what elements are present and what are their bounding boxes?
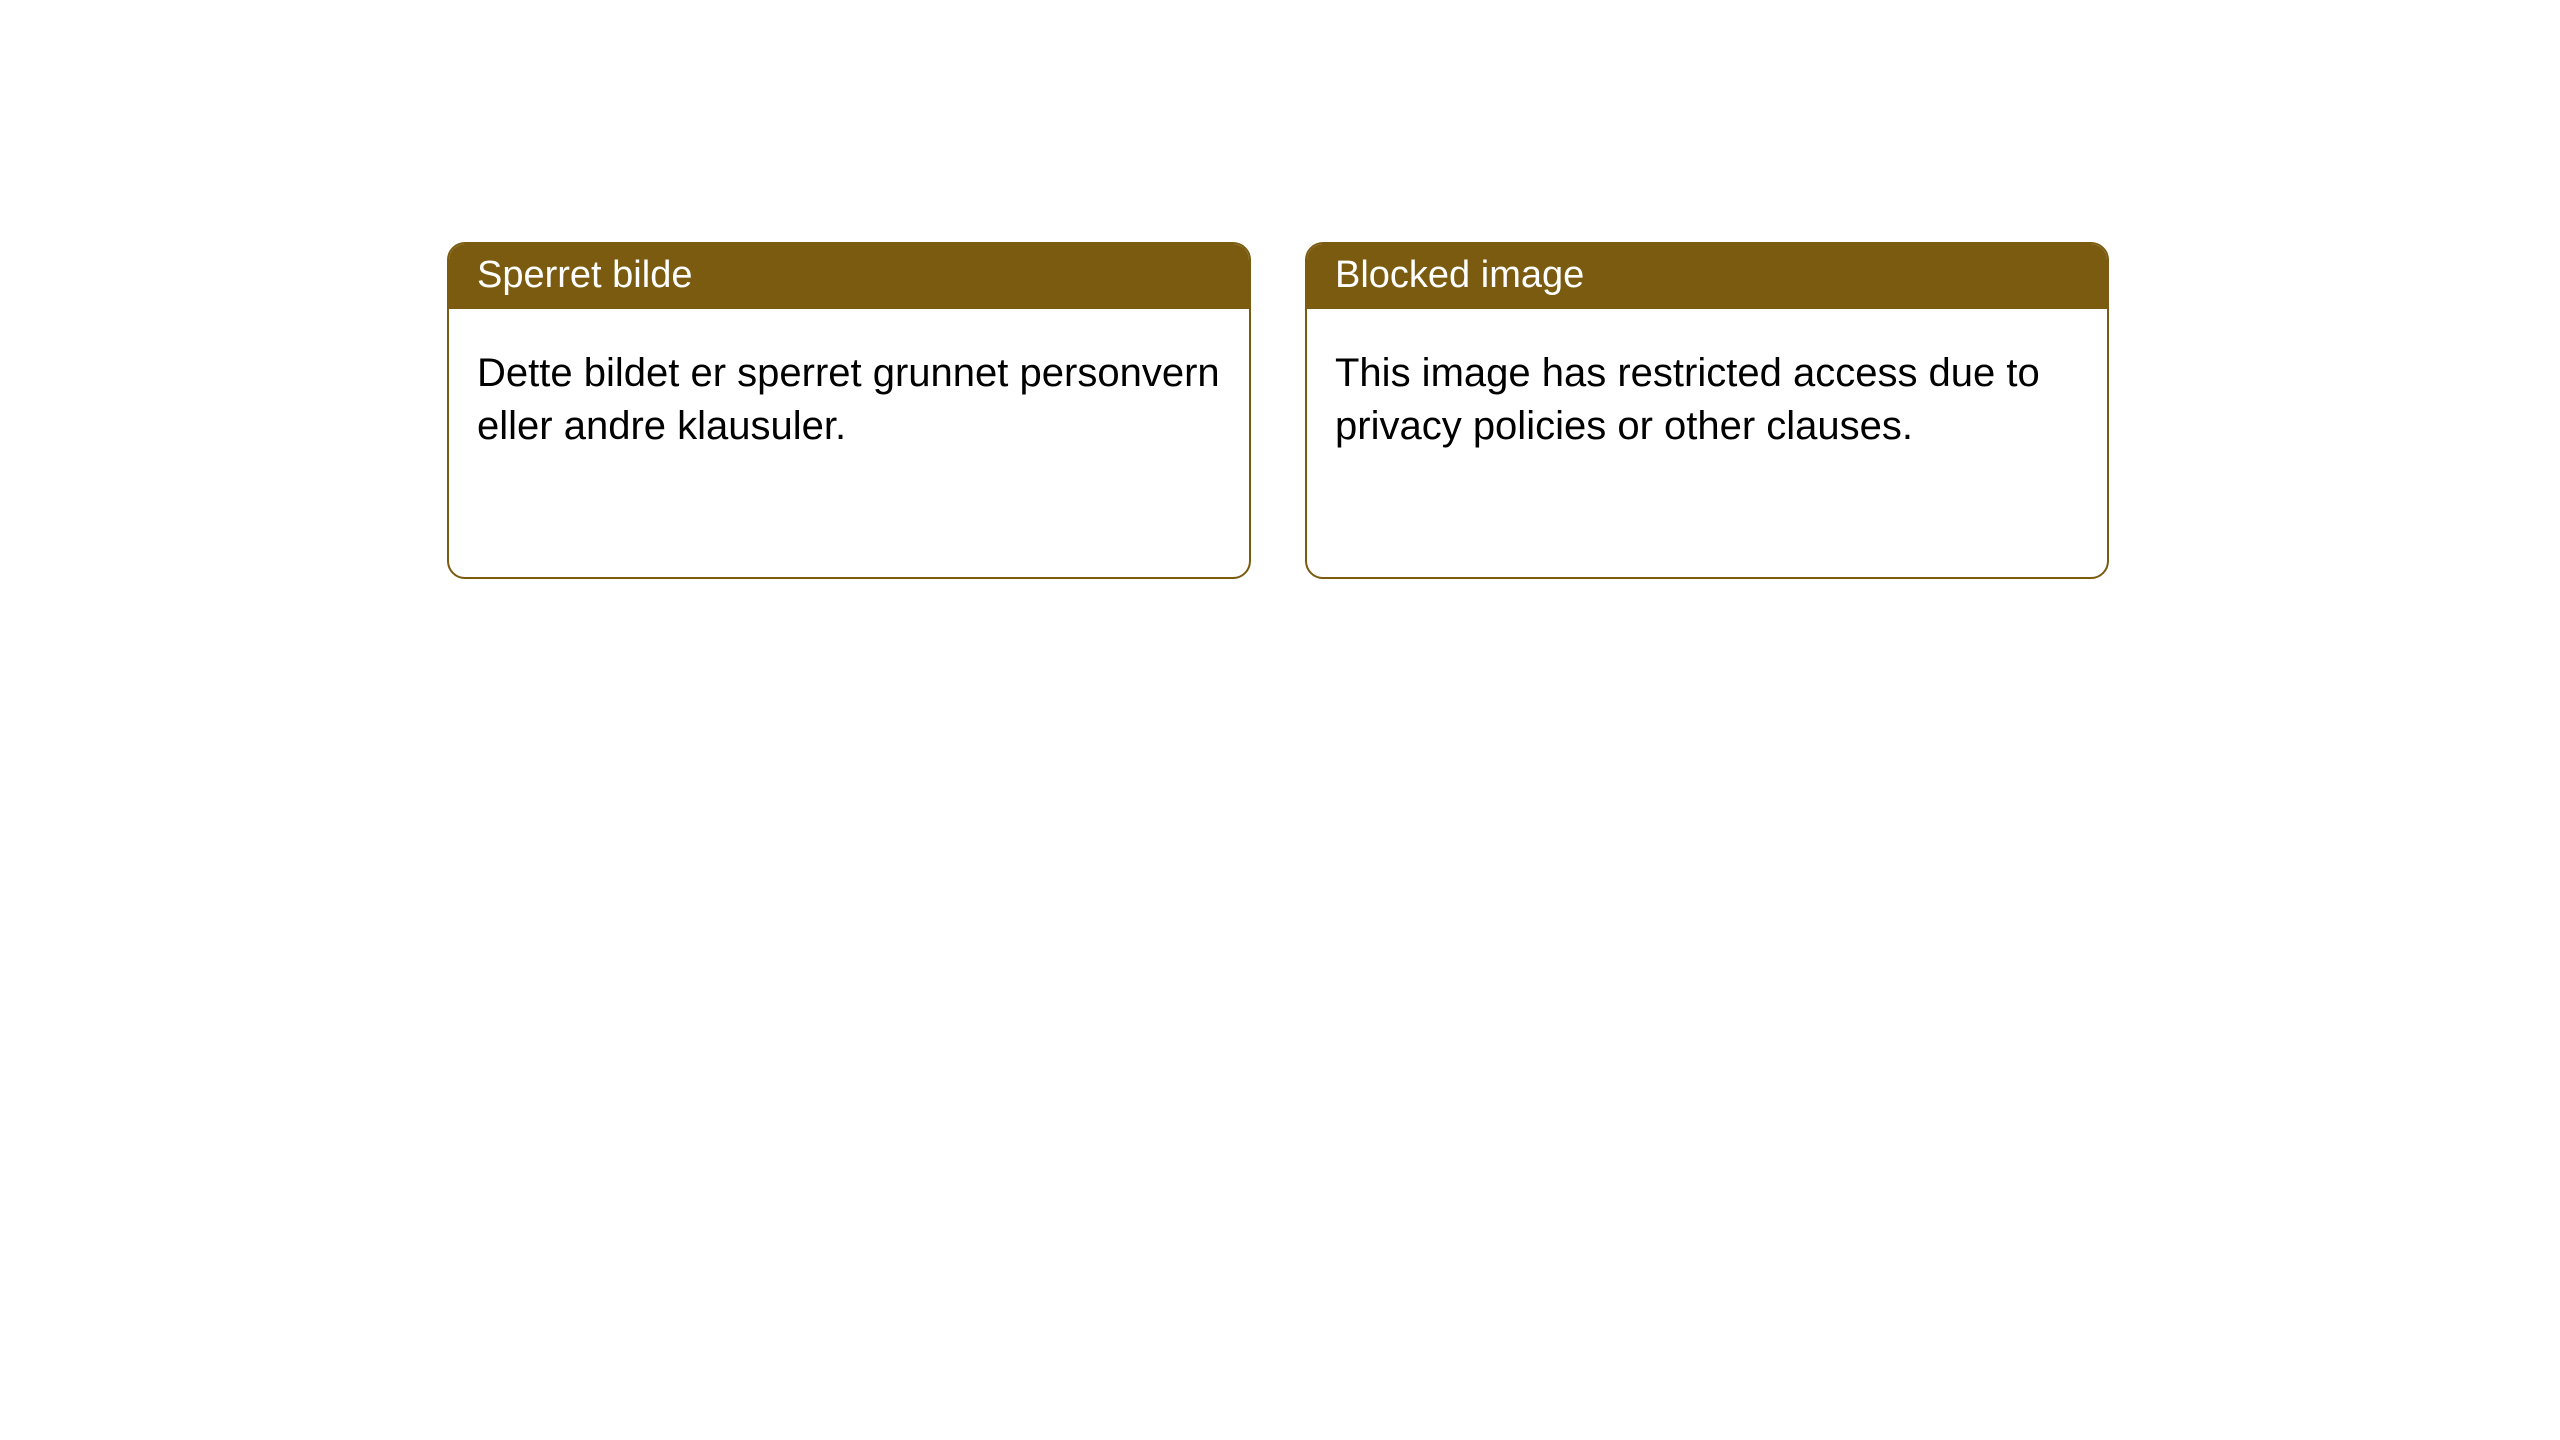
notice-card-norwegian: Sperret bilde Dette bildet er sperret gr… bbox=[447, 242, 1251, 579]
notice-card-text: Dette bildet er sperret grunnet personve… bbox=[477, 351, 1220, 448]
notice-cards-container: Sperret bilde Dette bildet er sperret gr… bbox=[447, 242, 2109, 579]
notice-card-body: This image has restricted access due to … bbox=[1307, 309, 2107, 481]
notice-card-body: Dette bildet er sperret grunnet personve… bbox=[449, 309, 1249, 481]
notice-card-english: Blocked image This image has restricted … bbox=[1305, 242, 2109, 579]
notice-card-title: Blocked image bbox=[1335, 254, 1584, 296]
notice-card-title: Sperret bilde bbox=[477, 254, 692, 296]
notice-card-text: This image has restricted access due to … bbox=[1335, 351, 2040, 448]
notice-card-header: Blocked image bbox=[1307, 244, 2107, 309]
notice-card-header: Sperret bilde bbox=[449, 244, 1249, 309]
